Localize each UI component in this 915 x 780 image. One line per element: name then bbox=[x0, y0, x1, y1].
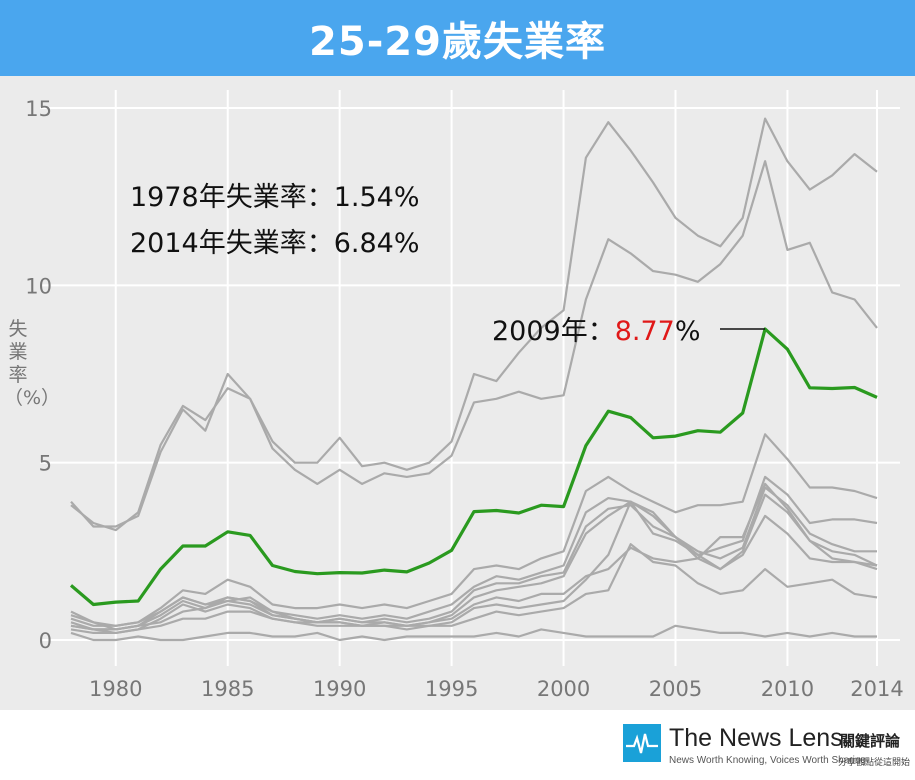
x-tick-label: 2014 bbox=[850, 677, 903, 701]
background-series-line-6 bbox=[70, 493, 878, 635]
plot-background bbox=[0, 76, 915, 710]
annotation-1978: 1978年失業率：1.54% bbox=[130, 182, 420, 213]
annotation-2009-prefix: 2009年： bbox=[492, 316, 615, 347]
chart-title: 25-29歲失業率 bbox=[309, 19, 606, 65]
x-tick-label: 2005 bbox=[649, 677, 702, 701]
x-tick-label: 2000 bbox=[537, 677, 590, 701]
x-tick-label: 2010 bbox=[761, 677, 814, 701]
brand-name-cn: 關鍵評論 bbox=[840, 732, 901, 750]
footer: The News Lens News Worth Knowing, Voices… bbox=[0, 710, 915, 780]
background-series bbox=[70, 117, 878, 642]
background-series-line-7 bbox=[70, 482, 878, 631]
gridlines bbox=[40, 90, 900, 666]
y-tick-label: 0 bbox=[39, 629, 52, 653]
highlight-series bbox=[69, 327, 878, 607]
x-tick-label: 1980 bbox=[89, 677, 142, 701]
x-tick-label: 1995 bbox=[425, 677, 478, 701]
brand-tagline-cn: 分享觀點從這開始 bbox=[838, 758, 911, 768]
annotation-2009-value: 8.77 bbox=[615, 316, 675, 347]
tick-labels: 1980 1985 1990 1995 2000 2005 2010 2014 0 5 10 15 bbox=[25, 97, 903, 701]
news-lens-logo-icon bbox=[623, 724, 661, 762]
annotation-2009-suffix: % bbox=[675, 316, 701, 347]
y-tick-label: 5 bbox=[39, 452, 52, 476]
x-tick-label: 1985 bbox=[201, 677, 254, 701]
background-series-line-1 bbox=[70, 117, 878, 528]
x-tick-label: 1990 bbox=[313, 677, 366, 701]
background-series-line-3 bbox=[70, 433, 878, 627]
highlight-series-line bbox=[69, 327, 878, 607]
background-series-line-8 bbox=[70, 500, 878, 631]
background-series-line-2 bbox=[70, 160, 878, 532]
background-series-line-10 bbox=[70, 624, 877, 642]
annotation-2009: 2009年：8.77% bbox=[492, 316, 701, 347]
background-series-line-9 bbox=[70, 543, 878, 635]
brand-name: The News Lens bbox=[669, 724, 843, 752]
brand-tagline: News Worth Knowing, Voices Worth Sharing bbox=[669, 755, 866, 766]
y-tick-label: 10 bbox=[25, 274, 52, 298]
y-tick-label: 15 bbox=[25, 97, 52, 121]
line-chart: 1980 1985 1990 1995 2000 2005 2010 2014 0 5 10 15 1… bbox=[25, 90, 904, 701]
annotations: 1978年失業率：1.54% 2014年失業率：6.84% 2009年：8.77… bbox=[130, 182, 766, 347]
y-axis-label: 失業率（%） bbox=[4, 318, 60, 409]
annotation-2014: 2014年失業率：6.84% bbox=[130, 228, 420, 259]
header-banner: 25-29歲失業率 bbox=[0, 0, 915, 76]
